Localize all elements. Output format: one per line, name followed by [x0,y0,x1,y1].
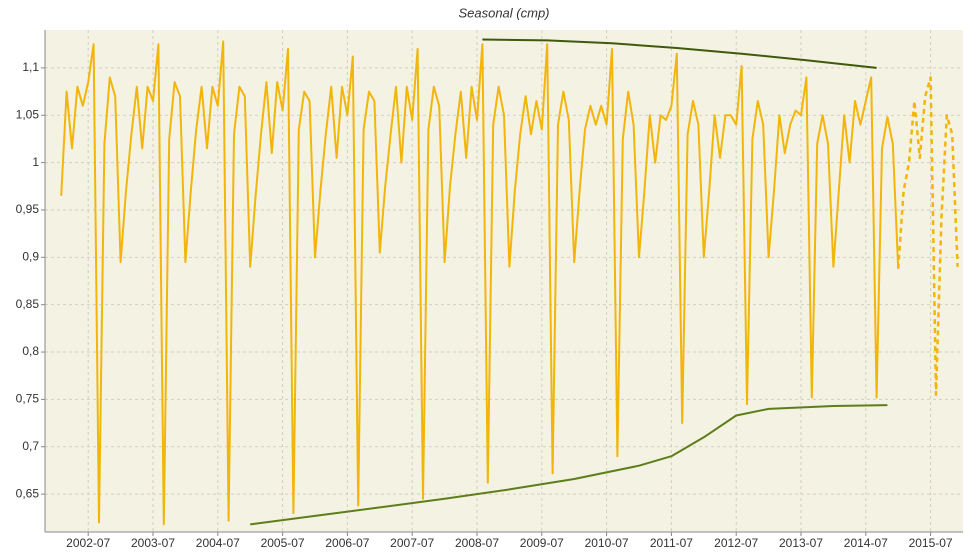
x-tick-label: 2007-07 [390,536,434,550]
y-tick-label: 0,8 [22,344,39,358]
y-tick-label: 1,1 [22,60,39,74]
plot-area [45,30,963,532]
x-tick-label: 2005-07 [261,536,305,550]
chart-title: Seasonal (cmp) [458,5,549,20]
x-tick-label: 2012-07 [714,536,758,550]
x-tick-label: 2013-07 [779,536,823,550]
y-tick-label: 0,95 [16,202,40,216]
y-tick-label: 0,85 [16,297,40,311]
x-tick-label: 2006-07 [325,536,369,550]
x-tick-label: 2004-07 [196,536,240,550]
y-tick-label: 1 [32,155,39,169]
data-line [896,76,959,396]
x-tick-label: 2002-07 [66,536,110,550]
y-tick-label: 0,75 [16,392,40,406]
y-tick-label: 0,9 [22,249,39,263]
x-tick-label: 2015-07 [909,536,953,550]
y-tick-label: 1,05 [16,107,40,121]
y-tick-label: 0,65 [16,486,40,500]
x-tick-label: 2011-07 [650,536,693,550]
x-tick-label: 2003-07 [131,536,175,550]
x-tick-label: 2009-07 [520,536,564,550]
data-line [60,40,900,526]
x-tick-label: 2010-07 [585,536,629,550]
data-line [482,38,877,69]
x-tick-label: 2008-07 [455,536,499,550]
data-line [250,404,888,526]
x-tick-label: 2014-07 [844,536,888,550]
y-tick-label: 0,7 [22,439,39,453]
